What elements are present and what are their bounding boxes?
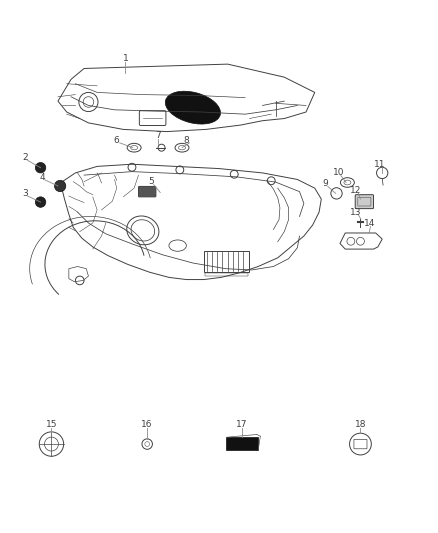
Text: 15: 15 xyxy=(46,421,57,430)
Bar xyxy=(204,251,250,272)
Text: 2: 2 xyxy=(22,153,28,162)
Circle shape xyxy=(35,163,46,173)
Ellipse shape xyxy=(165,91,220,124)
Text: 18: 18 xyxy=(355,421,366,430)
Text: 7: 7 xyxy=(155,132,161,140)
Text: 11: 11 xyxy=(374,160,386,169)
Text: 13: 13 xyxy=(350,207,362,216)
Text: 12: 12 xyxy=(350,186,362,195)
Text: 10: 10 xyxy=(333,168,344,177)
Text: 6: 6 xyxy=(114,136,120,145)
Circle shape xyxy=(35,197,46,207)
FancyBboxPatch shape xyxy=(355,195,374,208)
Text: 8: 8 xyxy=(184,136,189,145)
Circle shape xyxy=(54,180,66,192)
Bar xyxy=(205,273,248,276)
Text: 4: 4 xyxy=(40,173,46,182)
Text: 14: 14 xyxy=(364,220,375,228)
Text: 3: 3 xyxy=(22,189,28,198)
Text: 9: 9 xyxy=(323,179,328,188)
Text: 17: 17 xyxy=(237,421,248,430)
Bar xyxy=(226,437,258,450)
Text: 5: 5 xyxy=(148,177,155,186)
FancyBboxPatch shape xyxy=(138,187,156,197)
Text: 1: 1 xyxy=(123,54,128,63)
Text: 16: 16 xyxy=(141,421,153,430)
